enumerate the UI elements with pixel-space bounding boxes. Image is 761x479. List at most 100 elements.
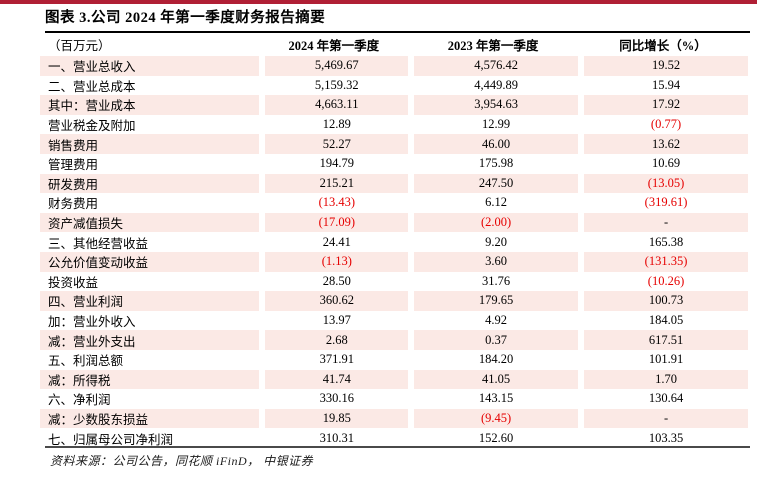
table-row: 五、利润总额 371.91 184.20 101.91 (40, 349, 748, 370)
table-row: 销售费用 52.27 46.00 13.62 (40, 134, 748, 154)
row-value: 15.94 (578, 75, 748, 96)
row-value: 360.62 (259, 291, 409, 311)
row-value: (131.35) (578, 251, 748, 272)
row-value: 152.60 (408, 428, 578, 448)
row-value: 2.68 (259, 330, 409, 350)
row-value: 28.50 (259, 271, 408, 292)
row-value: 371.91 (259, 349, 408, 370)
row-value: 617.51 (578, 330, 748, 350)
row-value: 4,663.11 (259, 95, 409, 115)
row-label: 减：少数股东损益 (40, 408, 260, 429)
financial-summary-table: （百万元） 2024 年第一季度 2023 年第一季度 同比增长（%） 一、营业… (40, 33, 748, 448)
row-value: 179.65 (408, 291, 579, 311)
row-value: 175.98 (408, 153, 578, 174)
row-value: 19.85 (259, 408, 409, 429)
row-label: 五、利润总额 (48, 354, 124, 369)
row-value: 52.27 (259, 134, 409, 154)
row-value: 165.38 (578, 232, 748, 252)
row-value: (10.26) (578, 271, 748, 292)
row-value: (9.45) (408, 408, 579, 429)
row-value: - (578, 212, 748, 233)
header-row: （百万元） 2024 年第一季度 2023 年第一季度 同比增长（%） (40, 33, 748, 56)
row-value: 130.64 (578, 389, 748, 409)
row-value: 5,159.32 (259, 75, 408, 96)
row-label: 六、净利润 (48, 393, 111, 408)
row-value: 3,954.63 (408, 95, 579, 115)
row-label: 管理费用 (48, 158, 99, 173)
table-row: 研发费用 215.21 247.50 (13.05) (40, 173, 748, 194)
figure-title: 图表 3.公司 2024 年第一季度财务报告摘要 (45, 8, 750, 33)
row-value: 46.00 (408, 134, 579, 154)
column-header-2024-q1: 2024 年第一季度 (288, 39, 380, 53)
row-value: (1.13) (259, 251, 409, 272)
row-value: 103.35 (578, 428, 748, 448)
row-value: 4,576.42 (408, 56, 579, 76)
row-label: 其中：营业成本 (40, 95, 260, 115)
row-value: 247.50 (408, 173, 579, 194)
row-label: 资产减值损失 (40, 212, 260, 233)
row-value: 3.60 (408, 251, 579, 272)
top-accent-bar (0, 0, 757, 4)
table-row: 四、营业利润 360.62 179.65 100.73 (40, 291, 748, 311)
row-value: 1.70 (578, 369, 748, 390)
row-value: 19.52 (578, 56, 748, 76)
table-row: 减：营业外支出 2.68 0.37 617.51 (40, 330, 748, 350)
row-value: 184.05 (578, 310, 748, 331)
row-value: 5,469.67 (259, 56, 409, 76)
row-label: 销售费用 (40, 134, 260, 154)
row-value: 101.91 (578, 349, 748, 370)
column-header-unit: （百万元） (48, 39, 111, 53)
row-label: 投资收益 (48, 275, 99, 290)
table-bottom-rule (45, 446, 750, 448)
table-row: 财务费用 (13.43) 6.12 (319.61) (40, 193, 748, 213)
table-header: （百万元） 2024 年第一季度 2023 年第一季度 同比增长（%） (40, 33, 748, 56)
table-row: 加：营业外收入 13.97 4.92 184.05 (40, 310, 748, 331)
row-value: 41.05 (408, 369, 579, 390)
row-value: 4,449.89 (408, 75, 578, 96)
table-row: 七、归属母公司净利润 310.31 152.60 103.35 (40, 428, 748, 448)
table-row: 资产减值损失 (17.09) (2.00) - (40, 212, 748, 233)
row-label: 减：营业外支出 (40, 330, 260, 350)
row-label: 四、营业利润 (40, 291, 260, 311)
row-value: (13.43) (259, 193, 408, 213)
row-label: 一、营业总收入 (40, 56, 260, 76)
row-value: 12.89 (259, 114, 408, 135)
column-header-yoy: 同比增长（%） (619, 39, 707, 53)
row-label: 加：营业外收入 (48, 315, 136, 330)
table-body: 一、营业总收入 5,469.67 4,576.42 19.52 二、营业总成本 5,159… (40, 56, 748, 448)
table-row: 减：少数股东损益 19.85 (9.45) - (40, 408, 748, 429)
row-value: (2.00) (408, 212, 579, 233)
row-value: 13.97 (259, 310, 408, 331)
row-label: 二、营业总成本 (48, 79, 136, 94)
table-row: 管理费用 194.79 175.98 10.69 (40, 153, 748, 174)
row-value: 10.69 (578, 153, 748, 174)
row-value: 9.20 (408, 232, 578, 252)
row-value: 24.41 (259, 232, 408, 252)
table-row: 六、净利润 330.16 143.15 130.64 (40, 389, 748, 409)
row-value: (13.05) (578, 173, 748, 194)
row-value: 194.79 (259, 153, 408, 174)
column-header-2023-q1: 2023 年第一季度 (447, 39, 539, 53)
table-row: 其中：营业成本 4,663.11 3,954.63 17.92 (40, 95, 748, 115)
table-row: 公允价值变动收益 (1.13) 3.60 (131.35) (40, 251, 748, 272)
row-value: (0.77) (578, 114, 748, 135)
row-value: (319.61) (578, 193, 748, 213)
table-row: 三、其他经营收益 24.41 9.20 165.38 (40, 232, 748, 252)
row-value: 310.31 (259, 428, 408, 448)
row-value: 330.16 (259, 389, 408, 409)
table-row: 一、营业总收入 5,469.67 4,576.42 19.52 (40, 56, 748, 76)
row-value: 6.12 (408, 193, 578, 213)
row-label: 减：所得税 (40, 369, 260, 390)
row-value: 31.76 (408, 271, 578, 292)
row-value: (17.09) (259, 212, 409, 233)
row-label: 营业税金及附加 (48, 119, 136, 134)
row-value: 184.20 (408, 349, 578, 370)
row-value: 4.92 (408, 310, 578, 331)
table-row: 营业税金及附加 12.89 12.99 (0.77) (40, 114, 748, 135)
row-value: 13.62 (578, 134, 748, 154)
table-row: 投资收益 28.50 31.76 (10.26) (40, 271, 748, 292)
row-value: - (578, 408, 748, 429)
table-row: 减：所得税 41.74 41.05 1.70 (40, 369, 748, 390)
source-note: 资料来源：公司公告，同花顺 iFinD， 中银证券 (50, 454, 314, 468)
